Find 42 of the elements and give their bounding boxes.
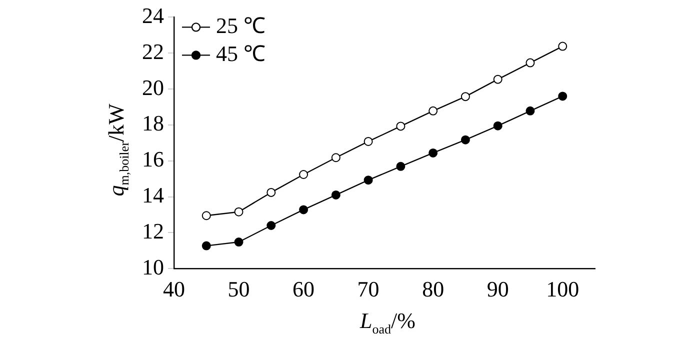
point — [202, 241, 211, 250]
x-axis-title: L$_{oad}$/% — [360, 308, 416, 337]
point — [331, 153, 340, 162]
point — [558, 42, 568, 51]
legend-label: 25 ℃ — [216, 12, 266, 38]
point — [428, 148, 438, 158]
point — [558, 92, 568, 101]
x-tick-label: 80 — [422, 276, 444, 302]
point — [526, 58, 535, 68]
point — [396, 162, 406, 171]
y-tick-label: 16 — [142, 146, 164, 172]
point — [460, 92, 470, 102]
x-tick-label: 100 — [546, 276, 580, 302]
point — [331, 190, 340, 200]
legend-label: 45 ℃ — [216, 40, 266, 66]
point — [266, 188, 276, 197]
y-tick-label: 22 — [142, 38, 164, 64]
y-tick-label: 20 — [142, 74, 164, 100]
point — [202, 211, 211, 220]
x-tick-label: 70 — [357, 276, 380, 302]
point — [364, 176, 373, 185]
point — [493, 74, 502, 84]
point — [428, 106, 438, 116]
x-tick-label: 60 — [292, 276, 315, 302]
point — [299, 205, 308, 214]
point — [493, 121, 502, 130]
y-tick-label: 12 — [142, 218, 164, 244]
y-tick-label: 10 — [142, 254, 164, 280]
point — [460, 135, 470, 144]
point — [396, 122, 406, 131]
point — [266, 221, 276, 230]
y-tick-label: 24 — [142, 2, 164, 28]
x-tick-label: 40 — [163, 276, 185, 302]
point — [234, 238, 244, 247]
y-tick-label: 14 — [142, 182, 164, 208]
point — [364, 136, 373, 146]
x-tick-label: 50 — [228, 276, 250, 302]
point — [299, 170, 308, 180]
y-tick-label: 18 — [142, 110, 164, 136]
point — [234, 207, 244, 216]
point — [526, 106, 535, 116]
x-tick-label: 90 — [486, 276, 509, 302]
